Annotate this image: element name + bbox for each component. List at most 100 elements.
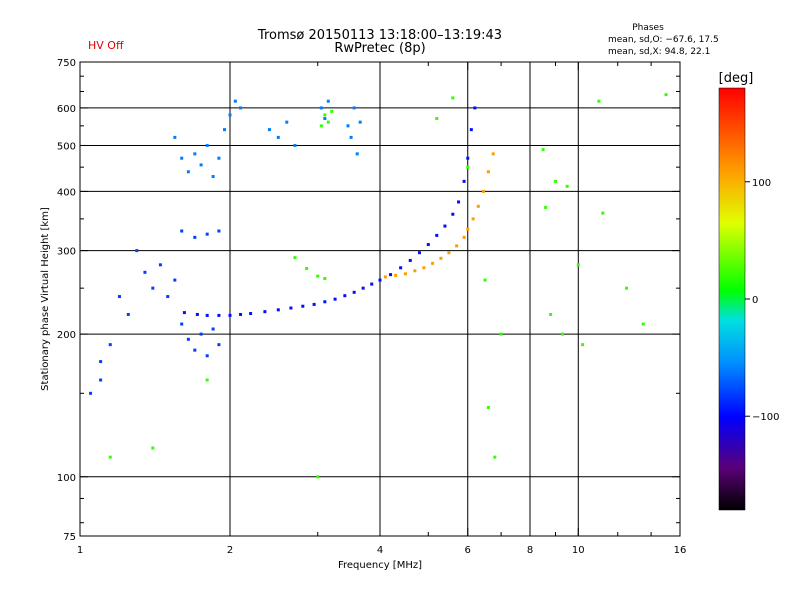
data-point [399,266,403,270]
data-point [541,148,545,152]
data-point [553,179,557,183]
data-point [476,204,480,208]
data-point [323,300,327,304]
x-tick-label: 1 [77,545,83,556]
data-point [312,302,316,306]
data-point [276,135,280,139]
data-point [378,278,382,282]
data-point [473,106,477,110]
x-tick-label: 2 [227,545,233,556]
data-point [486,170,490,174]
y-tick-label: 75 [63,532,76,543]
data-point [601,211,605,215]
data-point [471,217,475,221]
data-point [205,232,209,236]
data-point [293,256,297,260]
y-tick-label: 100 [57,473,76,484]
x-tick-label: 10 [572,545,585,556]
data-point [305,267,309,271]
data-point [108,343,112,347]
data-point [491,152,495,156]
data-point [466,156,470,160]
y-tick-label: 400 [57,187,76,198]
x-tick-label: 6 [465,545,471,556]
data-point [99,378,103,382]
data-point [205,354,209,358]
data-point [217,313,221,317]
data-point [549,312,553,316]
data-point [166,295,170,299]
data-point [199,332,203,336]
data-point [625,286,629,290]
data-point [370,282,374,286]
data-point [293,143,297,147]
stats-o-line: mean, sd,O: −67.6, 17.5 [608,35,719,45]
x-tick-label: 8 [527,545,533,556]
colorbar-tick-label: 0 [752,295,758,306]
data-point [326,99,330,103]
data-point [457,200,461,204]
data-point [276,308,280,312]
data-point [451,212,455,216]
data-point [462,179,466,183]
data-point [443,224,447,228]
data-point [319,106,323,110]
y-tick-label: 500 [57,141,76,152]
y-tick-labels: 75 100 200 300 400 500 600 750 [57,58,76,543]
data-point [466,165,470,169]
data-point [481,189,485,193]
data-point [323,113,327,117]
data-point [462,235,466,239]
data-point [466,227,470,231]
data-point [249,312,253,316]
data-point [223,128,227,132]
data-point [330,109,334,113]
y-tick-label: 600 [57,104,76,115]
data-point [352,290,356,294]
data-point [447,251,451,255]
data-point [193,152,197,156]
colorbar-ticks: 100 0 −100 [745,178,779,423]
data-point [217,229,221,233]
colorbar-tick-label: 100 [752,178,771,189]
data-point [217,156,221,160]
data-point [383,275,387,279]
data-point [193,235,197,239]
data-point [217,343,221,347]
data-point [205,378,209,382]
data-point [435,233,439,237]
data-point [493,455,497,459]
data-point [99,360,103,364]
data-point [394,273,398,277]
data-point [180,229,184,233]
data-point [135,249,139,253]
x-tick-label: 16 [674,545,687,556]
data-point [469,128,473,132]
y-tick-label: 750 [57,58,76,69]
data-point [180,156,184,160]
data-point [316,475,320,479]
data-point [581,343,585,347]
data-point [451,96,455,100]
data-point [186,170,190,174]
data-point [211,175,215,179]
data-point [417,251,421,255]
data-point [143,270,147,274]
data-point [455,244,459,248]
data-points [89,93,668,479]
data-point [435,116,439,120]
data-point [358,120,362,124]
data-point [499,332,503,336]
axis-ticks [79,61,681,537]
data-point [346,124,350,128]
data-point [544,205,548,209]
data-point [641,322,645,326]
data-point [205,313,209,317]
data-point [173,278,177,282]
data-point [195,312,199,316]
data-point [597,99,601,103]
y-tick-label: 200 [57,330,76,341]
data-point [117,295,121,299]
data-point [403,272,407,276]
data-point [126,312,130,316]
